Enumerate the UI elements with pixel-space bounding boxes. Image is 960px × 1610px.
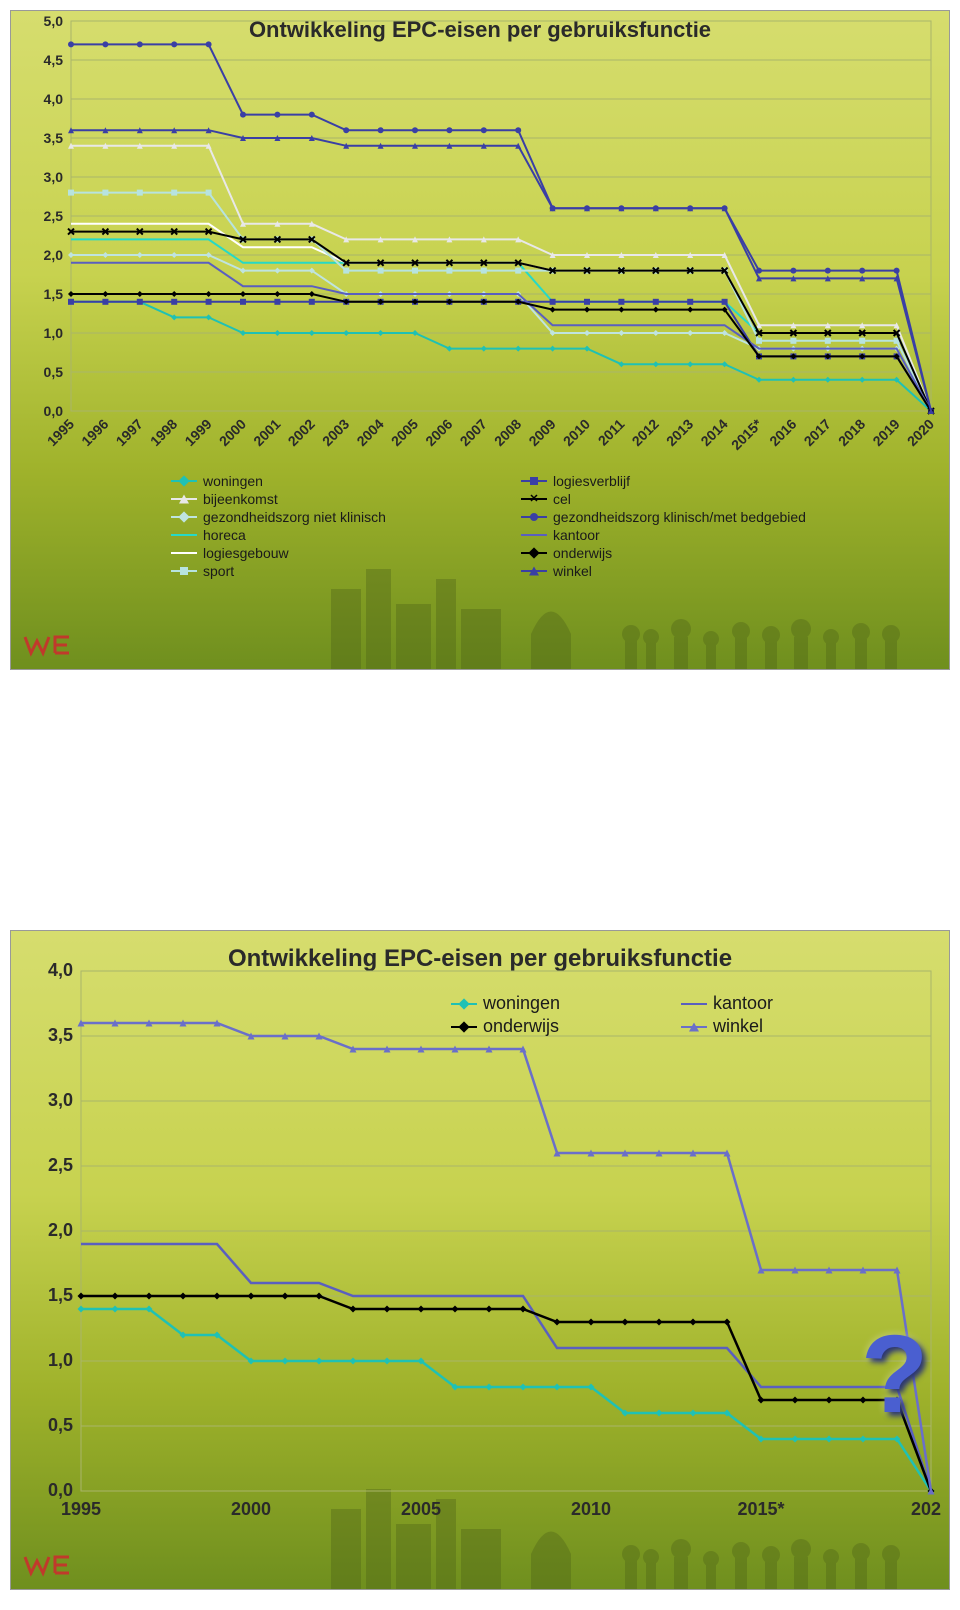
svg-text:2011: 2011 bbox=[595, 416, 628, 449]
svg-text:4,0: 4,0 bbox=[48, 960, 73, 980]
legend-item-onderwijs: onderwijs bbox=[521, 545, 871, 561]
legend-item-logiesverblijf: logiesverblijf bbox=[521, 473, 871, 489]
legend-label: horeca bbox=[203, 527, 246, 543]
svg-text:2020: 2020 bbox=[911, 1499, 941, 1519]
legend-item-woningen: woningen bbox=[171, 473, 521, 489]
svg-text:2012: 2012 bbox=[629, 416, 662, 449]
svg-text:1999: 1999 bbox=[181, 416, 214, 449]
legend-item-kantoor: kantoor bbox=[681, 993, 911, 1014]
svg-text:2006: 2006 bbox=[422, 416, 455, 449]
svg-text:2007: 2007 bbox=[457, 416, 490, 449]
svg-text:2020: 2020 bbox=[904, 416, 937, 449]
legend-label: kantoor bbox=[553, 527, 600, 543]
svg-text:2009: 2009 bbox=[525, 416, 558, 449]
svg-text:2001: 2001 bbox=[250, 416, 283, 449]
legend-item-winkel: winkel bbox=[521, 563, 871, 579]
we-logo-2 bbox=[23, 1555, 83, 1577]
legend-label: kantoor bbox=[713, 993, 773, 1014]
svg-text:2004: 2004 bbox=[353, 416, 386, 449]
svg-text:2005: 2005 bbox=[388, 416, 421, 449]
svg-text:1,0: 1,0 bbox=[48, 1350, 73, 1370]
legend-item-kantoor: kantoor bbox=[521, 527, 871, 543]
svg-text:2010: 2010 bbox=[560, 416, 593, 449]
svg-text:2010: 2010 bbox=[571, 1499, 611, 1519]
svg-text:2000: 2000 bbox=[216, 416, 249, 449]
svg-text:1996: 1996 bbox=[78, 416, 111, 449]
svg-text:3,5: 3,5 bbox=[48, 1025, 73, 1045]
legend-item-logiesgebouw: logiesgebouw bbox=[171, 545, 521, 561]
svg-text:2000: 2000 bbox=[231, 1499, 271, 1519]
legend-label: logiesgebouw bbox=[203, 545, 289, 561]
legend-item-gez-kl: gezondheidszorg klinisch/met bedgebied bbox=[521, 509, 871, 525]
svg-text:2,5: 2,5 bbox=[44, 208, 64, 224]
svg-text:2008: 2008 bbox=[491, 416, 524, 449]
svg-text:4,5: 4,5 bbox=[44, 52, 64, 68]
svg-text:2018: 2018 bbox=[835, 416, 868, 449]
svg-text:1995: 1995 bbox=[44, 416, 77, 449]
svg-text:3,0: 3,0 bbox=[44, 169, 64, 185]
legend-label: winkel bbox=[713, 1016, 763, 1037]
chart1-plot: 0,00,51,01,52,02,53,03,54,04,55,01995199… bbox=[11, 11, 941, 471]
legend-label: cel bbox=[553, 491, 571, 507]
svg-text:1995: 1995 bbox=[61, 1499, 101, 1519]
chart1-slide: Ontwikkeling EPC-eisen per gebruiksfunct… bbox=[10, 10, 950, 670]
legend-label: woningen bbox=[483, 993, 560, 1014]
svg-text:2014: 2014 bbox=[697, 416, 730, 449]
legend-item-bijeenkomst: bijeenkomst bbox=[171, 491, 521, 507]
we-logo bbox=[23, 635, 83, 657]
svg-text:2015*: 2015* bbox=[737, 1499, 784, 1519]
chart2-slide: Ontwikkeling EPC-eisen per gebruiksfunct… bbox=[10, 930, 950, 1590]
svg-text:2,0: 2,0 bbox=[44, 247, 64, 263]
svg-text:2015*: 2015* bbox=[728, 415, 766, 453]
legend-item-gez-nk: gezondheidszorg niet klinisch bbox=[171, 509, 521, 525]
legend-label: gezondheidszorg niet klinisch bbox=[203, 509, 386, 525]
legend-label: onderwijs bbox=[553, 545, 612, 561]
legend-label: woningen bbox=[203, 473, 263, 489]
svg-text:1,5: 1,5 bbox=[44, 286, 64, 302]
svg-text:0,0: 0,0 bbox=[48, 1480, 73, 1500]
legend-label: onderwijs bbox=[483, 1016, 559, 1037]
svg-text:3,0: 3,0 bbox=[48, 1090, 73, 1110]
svg-text:2005: 2005 bbox=[401, 1499, 441, 1519]
svg-text:1,5: 1,5 bbox=[48, 1285, 73, 1305]
svg-text:2003: 2003 bbox=[319, 416, 352, 449]
questionmark-icon: ? bbox=[861, 1311, 928, 1438]
svg-text:4,0: 4,0 bbox=[44, 91, 64, 107]
svg-text:2019: 2019 bbox=[869, 416, 902, 449]
svg-text:1,0: 1,0 bbox=[44, 325, 64, 341]
svg-text:0,0: 0,0 bbox=[44, 403, 64, 419]
svg-text:3,5: 3,5 bbox=[44, 130, 64, 146]
legend-item-sport: sport bbox=[171, 563, 521, 579]
svg-text:1997: 1997 bbox=[113, 416, 146, 449]
svg-text:0,5: 0,5 bbox=[48, 1415, 73, 1435]
legend-item-winkel: winkel bbox=[681, 1016, 911, 1037]
svg-text:2002: 2002 bbox=[285, 416, 318, 449]
svg-text:2017: 2017 bbox=[801, 416, 834, 449]
legend-item-cel: ✕cel bbox=[521, 491, 871, 507]
svg-text:2013: 2013 bbox=[663, 416, 696, 449]
svg-text:2,0: 2,0 bbox=[48, 1220, 73, 1240]
legend-item-horeca: horeca bbox=[171, 527, 521, 543]
legend-label: bijeenkomst bbox=[203, 491, 278, 507]
chart1-legend: woningen bijeenkomst gezondheidszorg niet … bbox=[171, 471, 871, 581]
chart2-legend: woningenonderwijs kantoorwinkel bbox=[451, 991, 911, 1039]
legend-item-woningen: woningen bbox=[451, 993, 681, 1014]
svg-text:2016: 2016 bbox=[766, 416, 799, 449]
svg-text:1998: 1998 bbox=[147, 416, 180, 449]
legend-label: winkel bbox=[553, 563, 592, 579]
svg-text:5,0: 5,0 bbox=[44, 13, 64, 29]
legend-label: sport bbox=[203, 563, 234, 579]
legend-label: gezondheidszorg klinisch/met bedgebied bbox=[553, 509, 806, 525]
legend-item-onderwijs: onderwijs bbox=[451, 1016, 681, 1037]
svg-text:0,5: 0,5 bbox=[44, 364, 64, 380]
svg-text:2,5: 2,5 bbox=[48, 1155, 73, 1175]
legend-label: logiesverblijf bbox=[553, 473, 630, 489]
